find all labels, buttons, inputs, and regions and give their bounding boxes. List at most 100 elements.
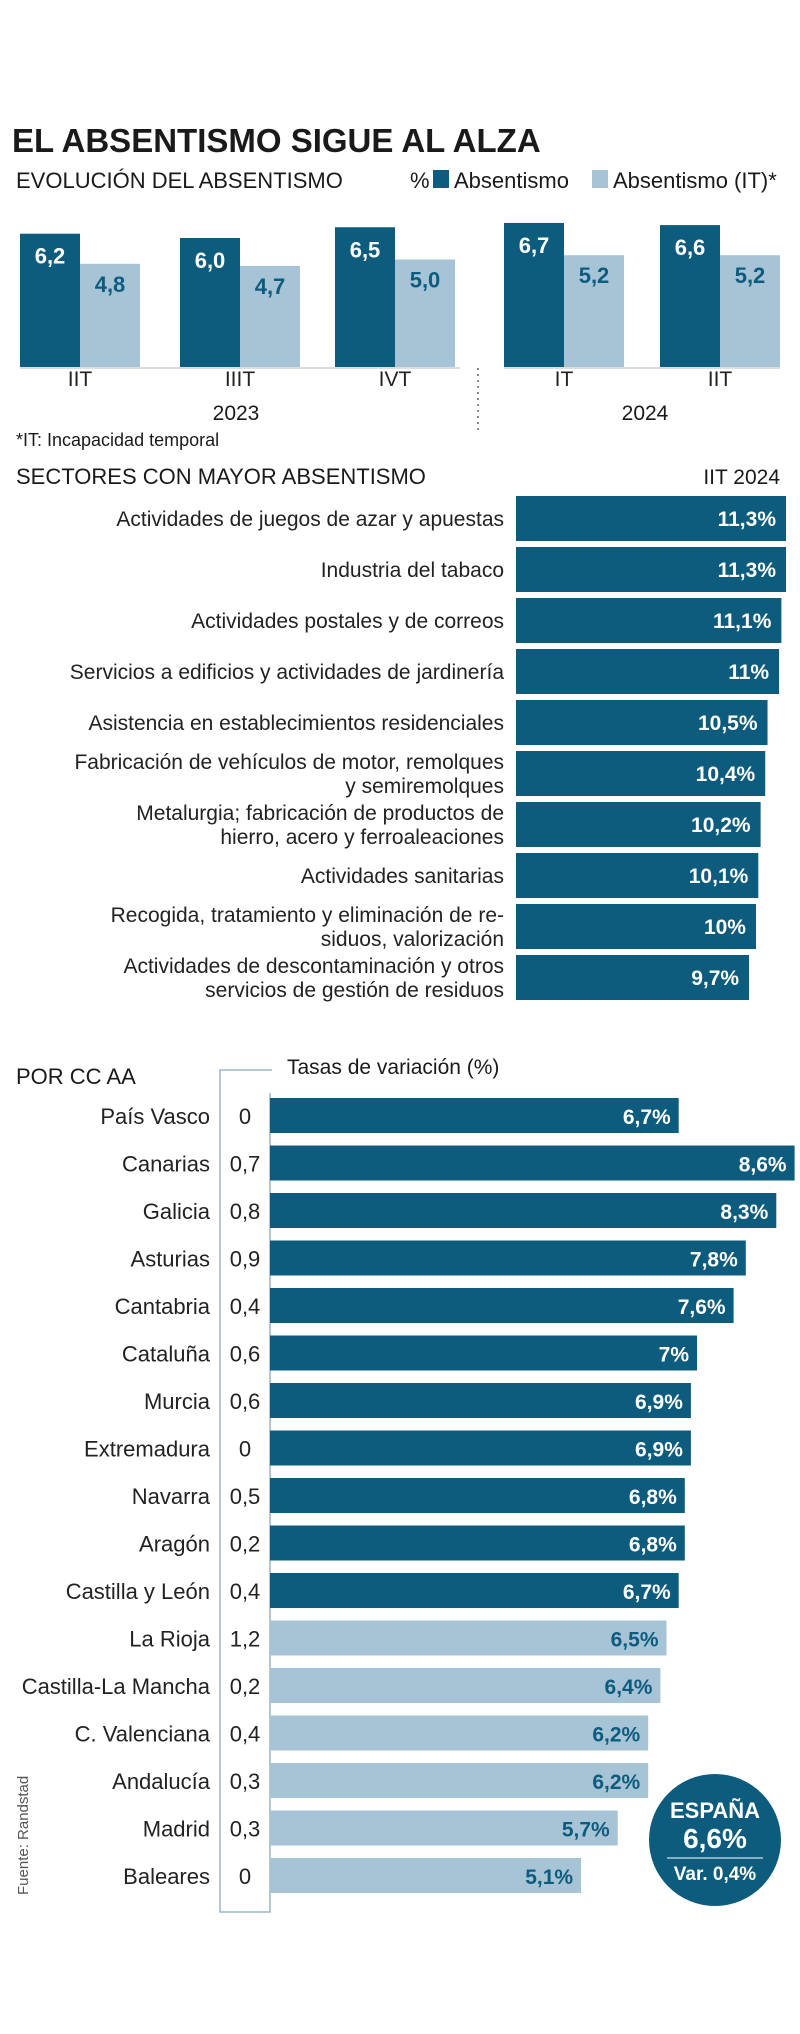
region-variation-label: 0,4 xyxy=(230,1722,261,1747)
legend-prefix: % xyxy=(410,168,430,193)
region-name-label: C. Valenciana xyxy=(75,1722,211,1747)
region-variation-label: 0,7 xyxy=(230,1152,261,1177)
evolution-category-label: IIT xyxy=(708,368,733,391)
year-label-2024: 2024 xyxy=(622,402,669,425)
evolution-bar-absentismo xyxy=(335,227,395,367)
sector-category-label: Actividades sanitarias xyxy=(301,865,504,888)
variation-header: Tasas de variación (%) xyxy=(287,1056,499,1079)
sector-category-label: siduos, valorización xyxy=(321,928,504,951)
footnote: *IT: Incapacidad temporal xyxy=(16,430,219,450)
sector-bar xyxy=(516,700,768,745)
region-value-label: 8,6% xyxy=(739,1154,787,1177)
sector-bars: 11,3% Actividades de juegos de azar y apu… xyxy=(70,496,786,1002)
region-value-label: 6,7% xyxy=(623,1581,671,1604)
spain-badge-variation: Var. 0,4% xyxy=(674,1864,757,1885)
region-value-label: 7,8% xyxy=(690,1249,738,1272)
region-variation-label: 0,5 xyxy=(230,1484,261,1509)
region-bar xyxy=(270,1478,685,1513)
region-name-label: Cataluña xyxy=(122,1342,211,1367)
region-name-label: Baleares xyxy=(123,1864,210,1889)
sector-value-label: 11% xyxy=(728,661,769,684)
region-name-label: Castilla-La Mancha xyxy=(22,1674,211,1699)
evolution-category-label: IIT xyxy=(68,368,93,391)
evolution-bar-absentismo-it xyxy=(395,259,455,367)
spain-badge-circle xyxy=(649,1774,781,1906)
evolution-bars: 6,2 4,8 IIT 6,0 4,7 IIIT 6,5 5,0 IVT 6,7 5,2 IT 6,6 5… xyxy=(20,222,780,391)
region-bar xyxy=(270,1715,649,1751)
evolution-bar-absentismo xyxy=(660,225,720,367)
evolution-chart: EVOLUCIÓN DEL ABSENTISMO % Absentismo Ab… xyxy=(16,168,780,450)
evolution-category-label: IIIT xyxy=(225,368,256,391)
sector-category-label: Actividades postales y de correos xyxy=(191,610,504,633)
evolution-bar-value: 5,2 xyxy=(735,263,766,288)
region-bar xyxy=(270,1145,795,1181)
sector-bar xyxy=(516,802,761,847)
region-name-label: País Vasco xyxy=(100,1104,210,1129)
region-value-label: 6,2% xyxy=(592,1771,640,1794)
evolution-bar-value: 6,5 xyxy=(350,237,381,262)
evolution-bar-absentismo xyxy=(180,238,240,367)
region-value-label: 6,7% xyxy=(623,1106,671,1129)
region-bar xyxy=(270,1430,691,1466)
region-value-label: 6,8% xyxy=(629,1534,677,1557)
region-bar xyxy=(270,1573,679,1608)
region-variation-label: 0,4 xyxy=(230,1579,261,1604)
region-value-label: 6,9% xyxy=(635,1391,683,1414)
region-name-label: Aragón xyxy=(139,1532,210,1557)
region-value-label: 5,1% xyxy=(525,1866,573,1889)
sectors-title: SECTORES CON MAYOR ABSENTISMO xyxy=(16,464,426,489)
sector-category-label: Metalurgia; fabricación de productos de xyxy=(136,802,504,825)
sector-bar xyxy=(516,598,782,643)
region-name-label: Canarias xyxy=(122,1152,210,1177)
spain-badge-value: 6,6% xyxy=(683,1823,747,1854)
sector-value-label: 9,7% xyxy=(691,967,739,990)
evolution-category-label: IT xyxy=(555,368,574,391)
region-variation-label: 0,3 xyxy=(230,1817,261,1842)
year-label-2023: 2023 xyxy=(213,402,260,425)
region-name-label: La Rioja xyxy=(129,1627,210,1652)
region-bar xyxy=(270,1288,734,1323)
region-variation-label: 0,2 xyxy=(230,1674,261,1699)
region-variation-label: 0,9 xyxy=(230,1247,261,1272)
region-bars: 6,7% País Vasco 0 8,6% Canarias 0,7 8,3% Galici… xyxy=(22,1098,795,1893)
sector-bar xyxy=(516,649,780,694)
sector-category-label: Asistencia en establecimientos residenci… xyxy=(88,712,504,735)
sector-category-label: Servicios a edificios y actividades de j… xyxy=(70,661,505,684)
sector-category-label: y semiremolques xyxy=(345,775,504,798)
region-bar xyxy=(270,1383,691,1418)
sector-value-label: 11,1% xyxy=(713,610,772,633)
legend-label-absentismo-it: Absentismo (IT)* xyxy=(613,168,777,193)
region-value-label: 6,4% xyxy=(605,1676,653,1699)
evolution-bar-absentismo xyxy=(20,233,80,367)
region-bar xyxy=(270,1668,661,1703)
regions-chart: POR CC AA Tasas de variación (%) 6,7% Paí… xyxy=(16,1056,795,1913)
sector-category-label: Actividades de descontaminación y otros xyxy=(123,955,504,978)
region-bar xyxy=(270,1620,667,1656)
evolution-bar-value: 6,7 xyxy=(519,233,550,258)
regions-title: POR CC AA xyxy=(16,1064,136,1089)
region-bar xyxy=(270,1193,777,1228)
region-name-label: Asturias xyxy=(131,1247,210,1272)
region-variation-label: 0 xyxy=(239,1104,251,1129)
region-variation-label: 1,2 xyxy=(230,1627,261,1652)
evolution-bar-absentismo-it xyxy=(80,263,140,367)
evolution-title: EVOLUCIÓN DEL ABSENTISMO xyxy=(16,168,343,193)
region-variation-label: 0,4 xyxy=(230,1294,261,1319)
sector-value-label: 11,3% xyxy=(718,508,777,531)
region-variation-label: 0,8 xyxy=(230,1199,261,1224)
region-name-label: Murcia xyxy=(144,1389,211,1414)
region-name-label: Andalucía xyxy=(112,1769,211,1794)
region-variation-label: 0,6 xyxy=(230,1342,261,1367)
sector-category-label: servicios de gestión de residuos xyxy=(205,979,504,1002)
region-value-label: 7,6% xyxy=(678,1296,726,1319)
evolution-bar-absentismo-it xyxy=(564,255,624,367)
evolution-bar-absentismo-it xyxy=(720,255,780,367)
sector-value-label: 10,2% xyxy=(691,814,751,837)
legend-swatch-light xyxy=(592,170,608,188)
source-label: Fuente: Randstad xyxy=(15,1776,32,1895)
sector-category-label: Actividades de juegos de azar y apuestas xyxy=(116,508,504,531)
region-bar xyxy=(270,1525,685,1561)
region-bar xyxy=(270,1858,582,1893)
evolution-category-label: IVT xyxy=(379,368,412,391)
main-title: EL ABSENTISMO SIGUE AL ALZA xyxy=(12,122,541,159)
